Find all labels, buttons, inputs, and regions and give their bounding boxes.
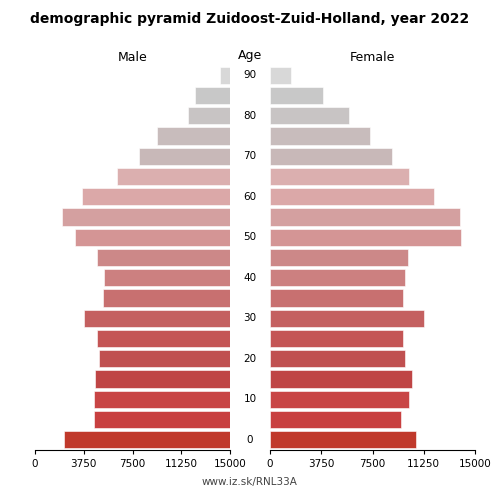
Bar [62, 208, 230, 226]
Bar [270, 148, 392, 165]
Bar [270, 370, 412, 388]
Bar [94, 390, 230, 408]
Bar [270, 168, 409, 185]
Bar [270, 128, 370, 144]
Bar [98, 249, 230, 266]
Title: Female: Female [350, 51, 395, 64]
Text: demographic pyramid Zuidoost-Zuid-Holland, year 2022: demographic pyramid Zuidoost-Zuid-Hollan… [30, 12, 469, 26]
Bar [270, 290, 402, 306]
Bar [270, 66, 290, 84]
Bar [270, 432, 416, 448]
Text: 10: 10 [244, 394, 256, 404]
Bar [82, 188, 230, 206]
Bar [270, 310, 424, 327]
Text: www.iz.sk/RNL33A: www.iz.sk/RNL33A [202, 478, 298, 488]
Bar [270, 390, 409, 408]
Bar [157, 128, 230, 144]
Bar [64, 432, 230, 448]
Bar [97, 330, 230, 347]
Text: 0: 0 [247, 435, 254, 445]
Bar [96, 370, 230, 388]
Text: 50: 50 [244, 232, 256, 242]
Text: 70: 70 [244, 151, 256, 161]
Text: 80: 80 [244, 110, 256, 120]
Text: 30: 30 [244, 314, 256, 324]
Bar [270, 269, 406, 286]
Text: 90: 90 [244, 70, 256, 80]
Bar [220, 66, 230, 84]
Bar [195, 87, 230, 104]
Bar [98, 350, 230, 368]
Bar [103, 290, 230, 306]
Bar [117, 168, 230, 185]
Bar [94, 411, 230, 428]
Bar [270, 188, 434, 206]
Text: 40: 40 [244, 273, 256, 283]
Bar [270, 208, 460, 226]
Bar [270, 249, 408, 266]
Bar [270, 350, 406, 368]
Bar [270, 107, 349, 124]
Bar [104, 269, 230, 286]
Bar [76, 228, 230, 246]
Bar [84, 310, 230, 327]
Text: 20: 20 [244, 354, 256, 364]
Bar [188, 107, 230, 124]
Text: 60: 60 [244, 192, 256, 202]
Bar [139, 148, 230, 165]
Title: Male: Male [118, 51, 148, 64]
Bar [270, 228, 462, 246]
Bar [270, 411, 401, 428]
Text: Age: Age [238, 50, 262, 62]
Bar [270, 87, 324, 104]
Bar [270, 330, 403, 347]
